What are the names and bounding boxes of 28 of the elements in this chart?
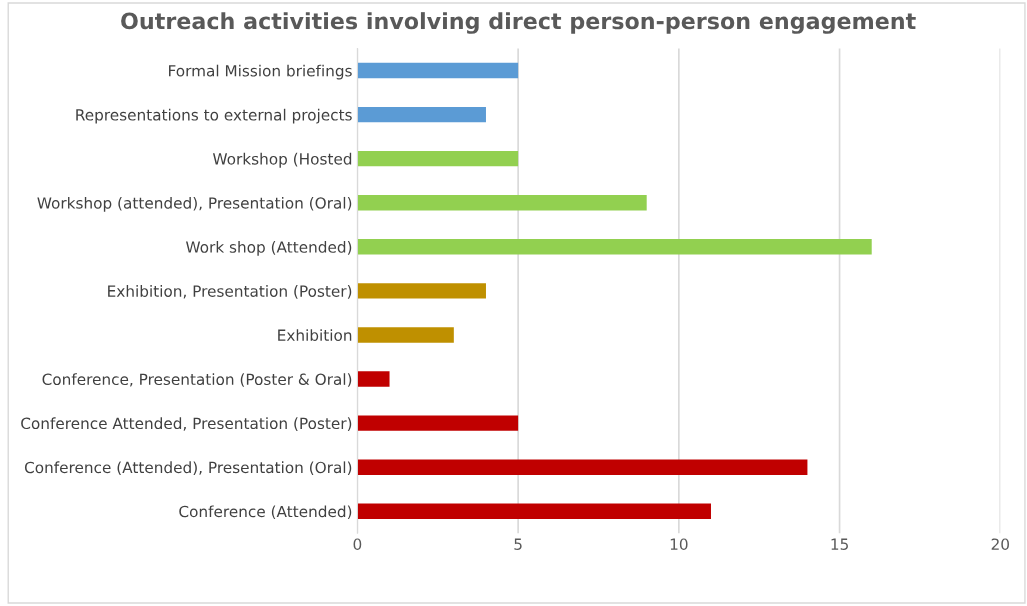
bar [357, 195, 647, 211]
y-tick-label: Conference, Presentation (Poster & Oral) [42, 373, 352, 387]
bar [357, 327, 454, 343]
bar [357, 459, 808, 475]
y-tick-label: Conference (Attended) [179, 505, 352, 520]
x-tick-label: 5 [514, 538, 522, 550]
x-tick-label: 10 [670, 538, 688, 550]
y-tick-label: Representations to external projects [76, 108, 352, 124]
y-tick-label: Work shop (Attended) [186, 241, 352, 256]
bar [357, 150, 519, 167]
y-tick-label: Conference Attended, Presentation (Poster) [21, 417, 352, 431]
y-tick-label: Conference (Attended), Presentation (Oral) [24, 461, 352, 475]
y-tick-label: Workshop (Hosted [212, 152, 352, 168]
x-tick-label: 0 [353, 538, 362, 550]
x-tick-label: 20 [991, 538, 1009, 550]
y-tick-label: Exhibition [278, 329, 352, 341]
chart-title: Outreach activities involving direct person-person engagement [121, 12, 916, 34]
bar [357, 283, 486, 299]
bar [357, 415, 519, 431]
bar [357, 62, 519, 79]
bar [357, 106, 486, 123]
y-tick-label: Workshop (attended), Presentation (Oral) [37, 196, 352, 212]
y-tick-label: Exhibition, Presentation (Poster) [108, 285, 352, 299]
x-tick-label: 15 [831, 538, 848, 550]
bar [357, 239, 872, 255]
bar [357, 371, 390, 387]
bar [357, 503, 711, 519]
y-tick-label: Formal Mission briefings [169, 64, 352, 80]
